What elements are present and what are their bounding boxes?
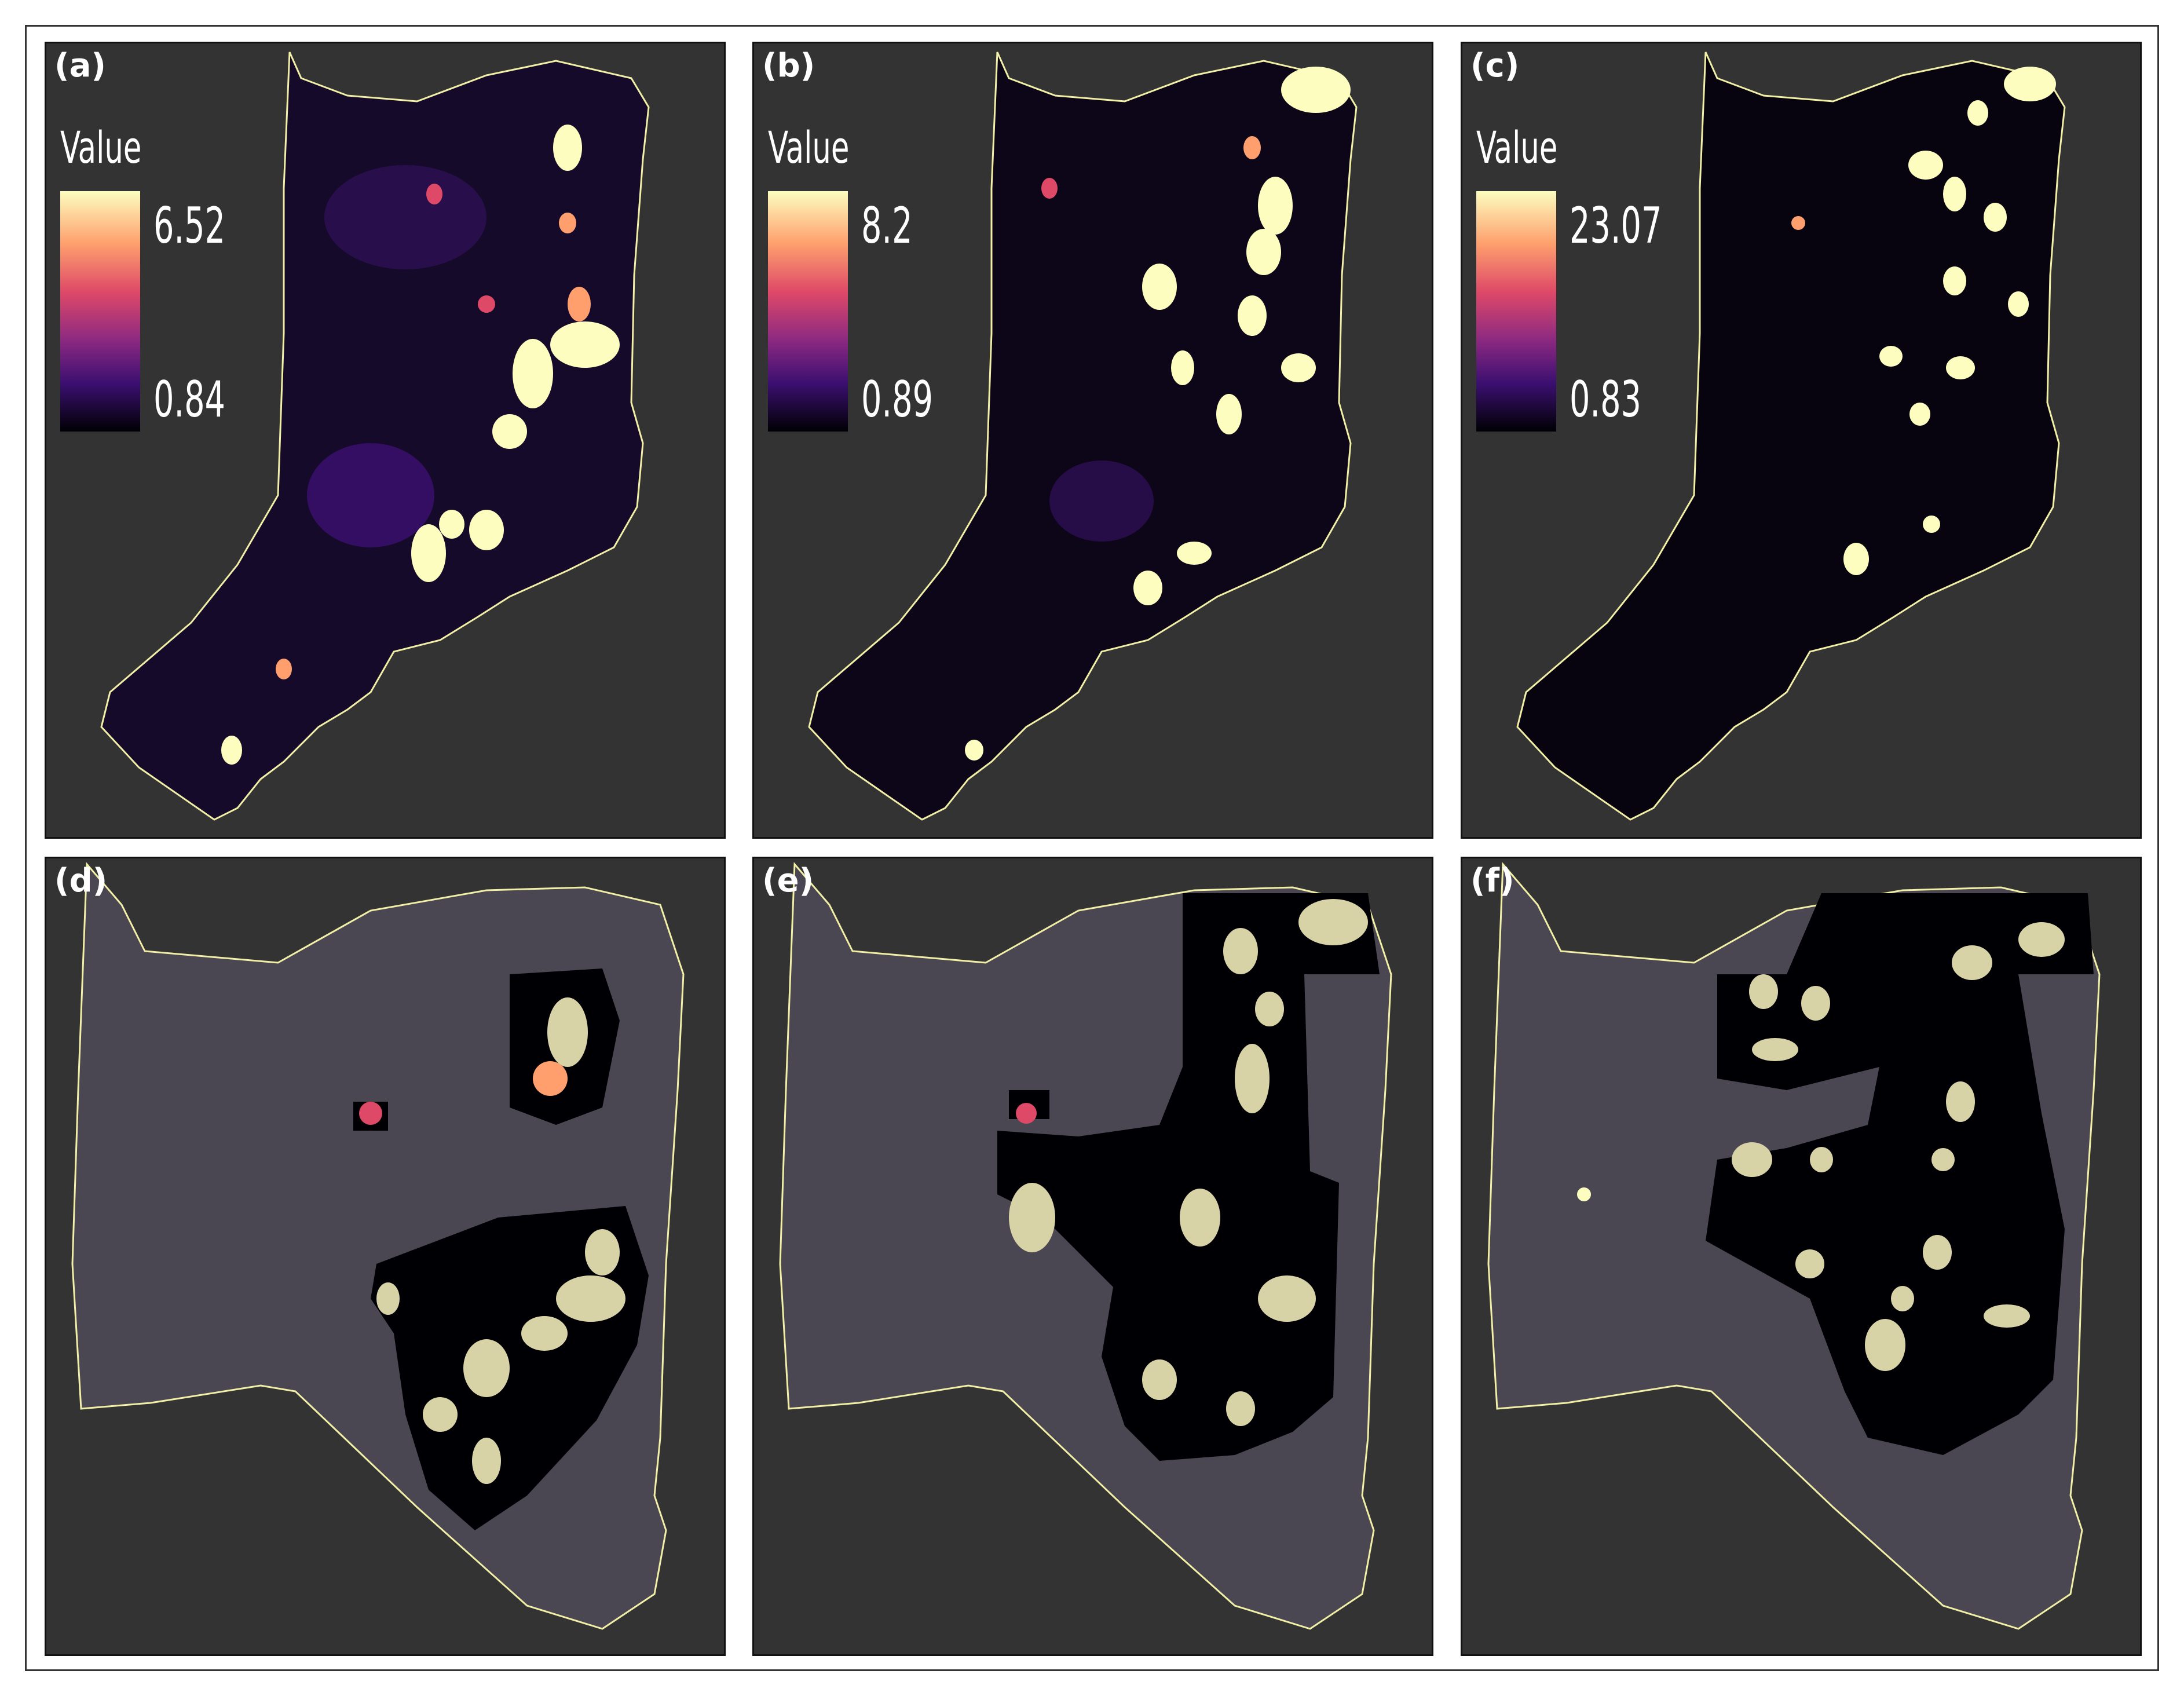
panel-c: (c) Value 23.07 0.83 [1461, 42, 2142, 839]
study-area-boundary [1516, 52, 2066, 821]
panel-label: (d) [54, 862, 108, 900]
hotspot-regions [997, 893, 1380, 1461]
map-e [779, 862, 1392, 1630]
colorbar [60, 191, 140, 432]
legend-max-value: 6.52 [153, 197, 225, 255]
map-d [71, 862, 685, 1630]
panel-label: (e) [762, 862, 814, 900]
study-area-boundary [808, 52, 1358, 821]
panel-label: (f) [1470, 862, 1514, 900]
legend-min-value: 0.89 [861, 371, 933, 429]
colorbar [1476, 191, 1556, 432]
hotspot-regions [1577, 893, 2094, 1455]
legend-title: Value [1476, 122, 1558, 173]
colorbar [768, 191, 848, 432]
hotspots [221, 125, 620, 765]
legend-title: Value [768, 122, 850, 173]
map-f [1487, 862, 2101, 1630]
panel-d: (d) [45, 857, 726, 1656]
legend-min-value: 0.84 [153, 371, 225, 429]
hotspot-regions [353, 968, 649, 1530]
panel-b: (b) Value 8.2 0.89 [752, 42, 1433, 839]
legend-min-value: 0.83 [1570, 371, 1641, 429]
map-b [808, 52, 1358, 821]
map-c [1516, 52, 2066, 821]
panel-e: (e) [752, 857, 1433, 1656]
legend-title: Value [60, 122, 142, 173]
hotspots [1791, 67, 2056, 575]
panel-label: (a) [54, 47, 106, 85]
legend-max-value: 8.2 [861, 197, 913, 255]
legend-max-value: 23.07 [1570, 197, 1662, 255]
hotspots [965, 67, 1351, 761]
panel-label: (b) [762, 47, 815, 85]
figure-frame [25, 25, 2159, 1671]
panel-label: (c) [1470, 47, 1520, 85]
study-area-boundary [100, 52, 650, 821]
panel-a: (a) Value 6.52 0.84 [45, 42, 726, 839]
panel-f: (f) [1461, 857, 2142, 1656]
map-a [100, 52, 650, 821]
